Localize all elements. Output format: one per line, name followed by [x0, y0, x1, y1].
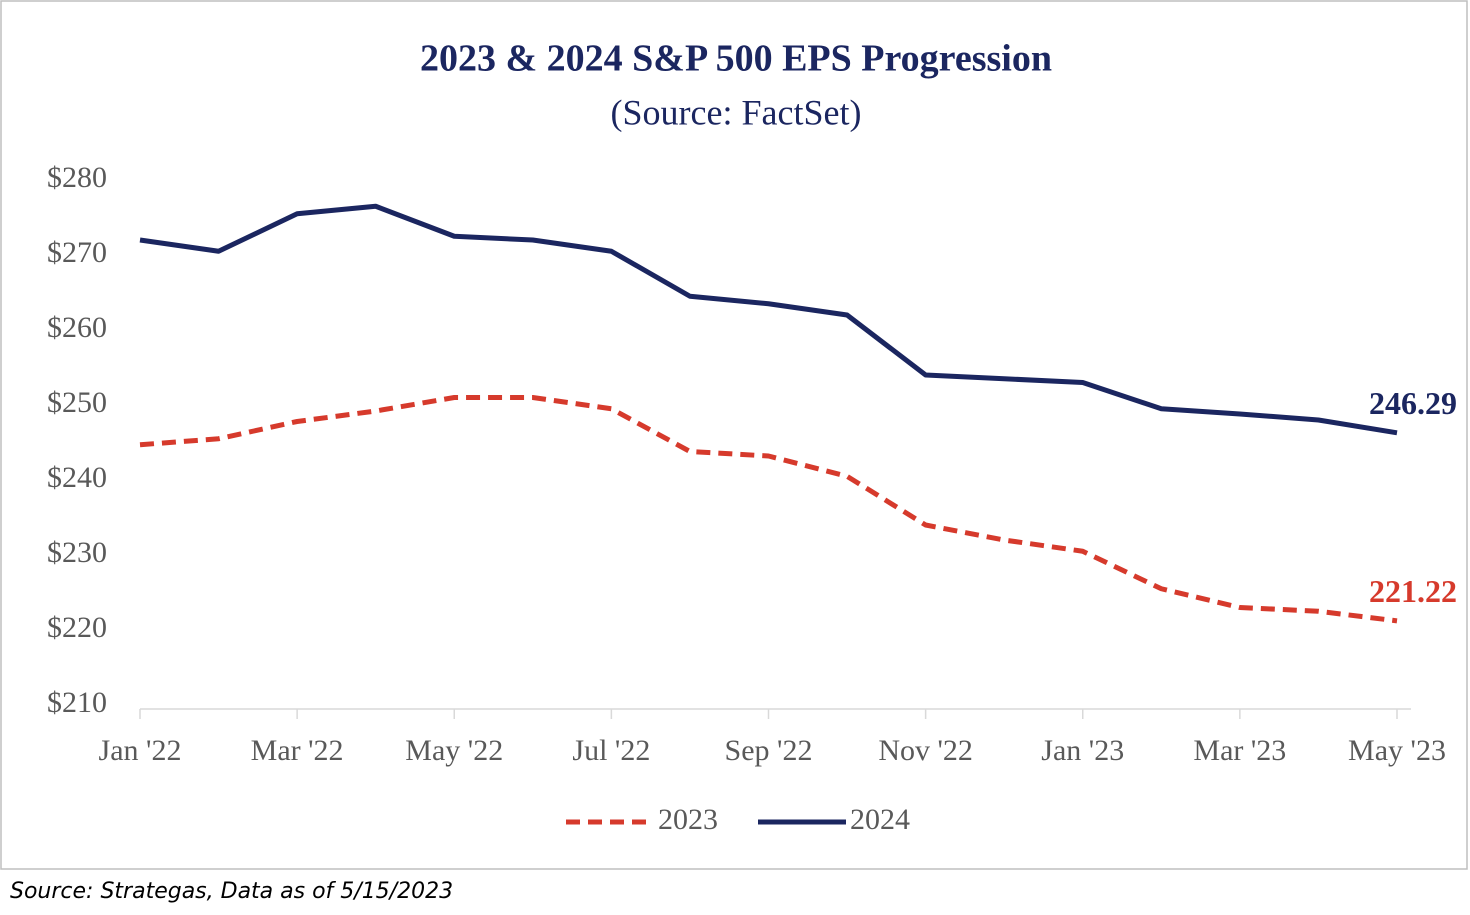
- x-tick-label: Mar '22: [251, 734, 344, 767]
- y-tick-label: $260: [47, 311, 107, 344]
- y-tick-label: $250: [47, 386, 107, 419]
- chart-border: [0, 0, 1468, 870]
- x-tick-label: Jan '22: [99, 734, 182, 767]
- y-tick-label: $230: [47, 536, 107, 569]
- x-tick-label: Nov '22: [878, 734, 973, 767]
- chart-title: 2023 & 2024 S&P 500 EPS Progression: [420, 38, 1052, 80]
- x-tick-label: Sep '22: [725, 734, 813, 767]
- end-label: 221.22: [1369, 573, 1457, 609]
- y-tick-label: $270: [47, 236, 107, 269]
- y-tick-label: $240: [47, 461, 107, 494]
- chart-subtitle: (Source: FactSet): [611, 92, 862, 132]
- x-tick-label: May '23: [1348, 734, 1446, 767]
- y-tick-label: $210: [47, 686, 107, 719]
- x-tick-label: Jan '23: [1041, 734, 1124, 767]
- y-tick-label: $220: [47, 611, 107, 644]
- end-label: 246.29: [1369, 385, 1457, 421]
- legend-label: 2024: [850, 803, 910, 836]
- series-line: [139, 395, 1398, 624]
- footnote: Source: Strategas, Data as of 5/15/2023: [10, 879, 453, 904]
- x-tick-label: Jul '22: [572, 734, 650, 767]
- y-tick-label: $280: [47, 161, 107, 194]
- x-tick-label: Mar '23: [1193, 734, 1286, 767]
- series-line: [139, 203, 1398, 436]
- x-tick-label: May '22: [405, 734, 503, 767]
- legend-label: 2023: [658, 803, 718, 836]
